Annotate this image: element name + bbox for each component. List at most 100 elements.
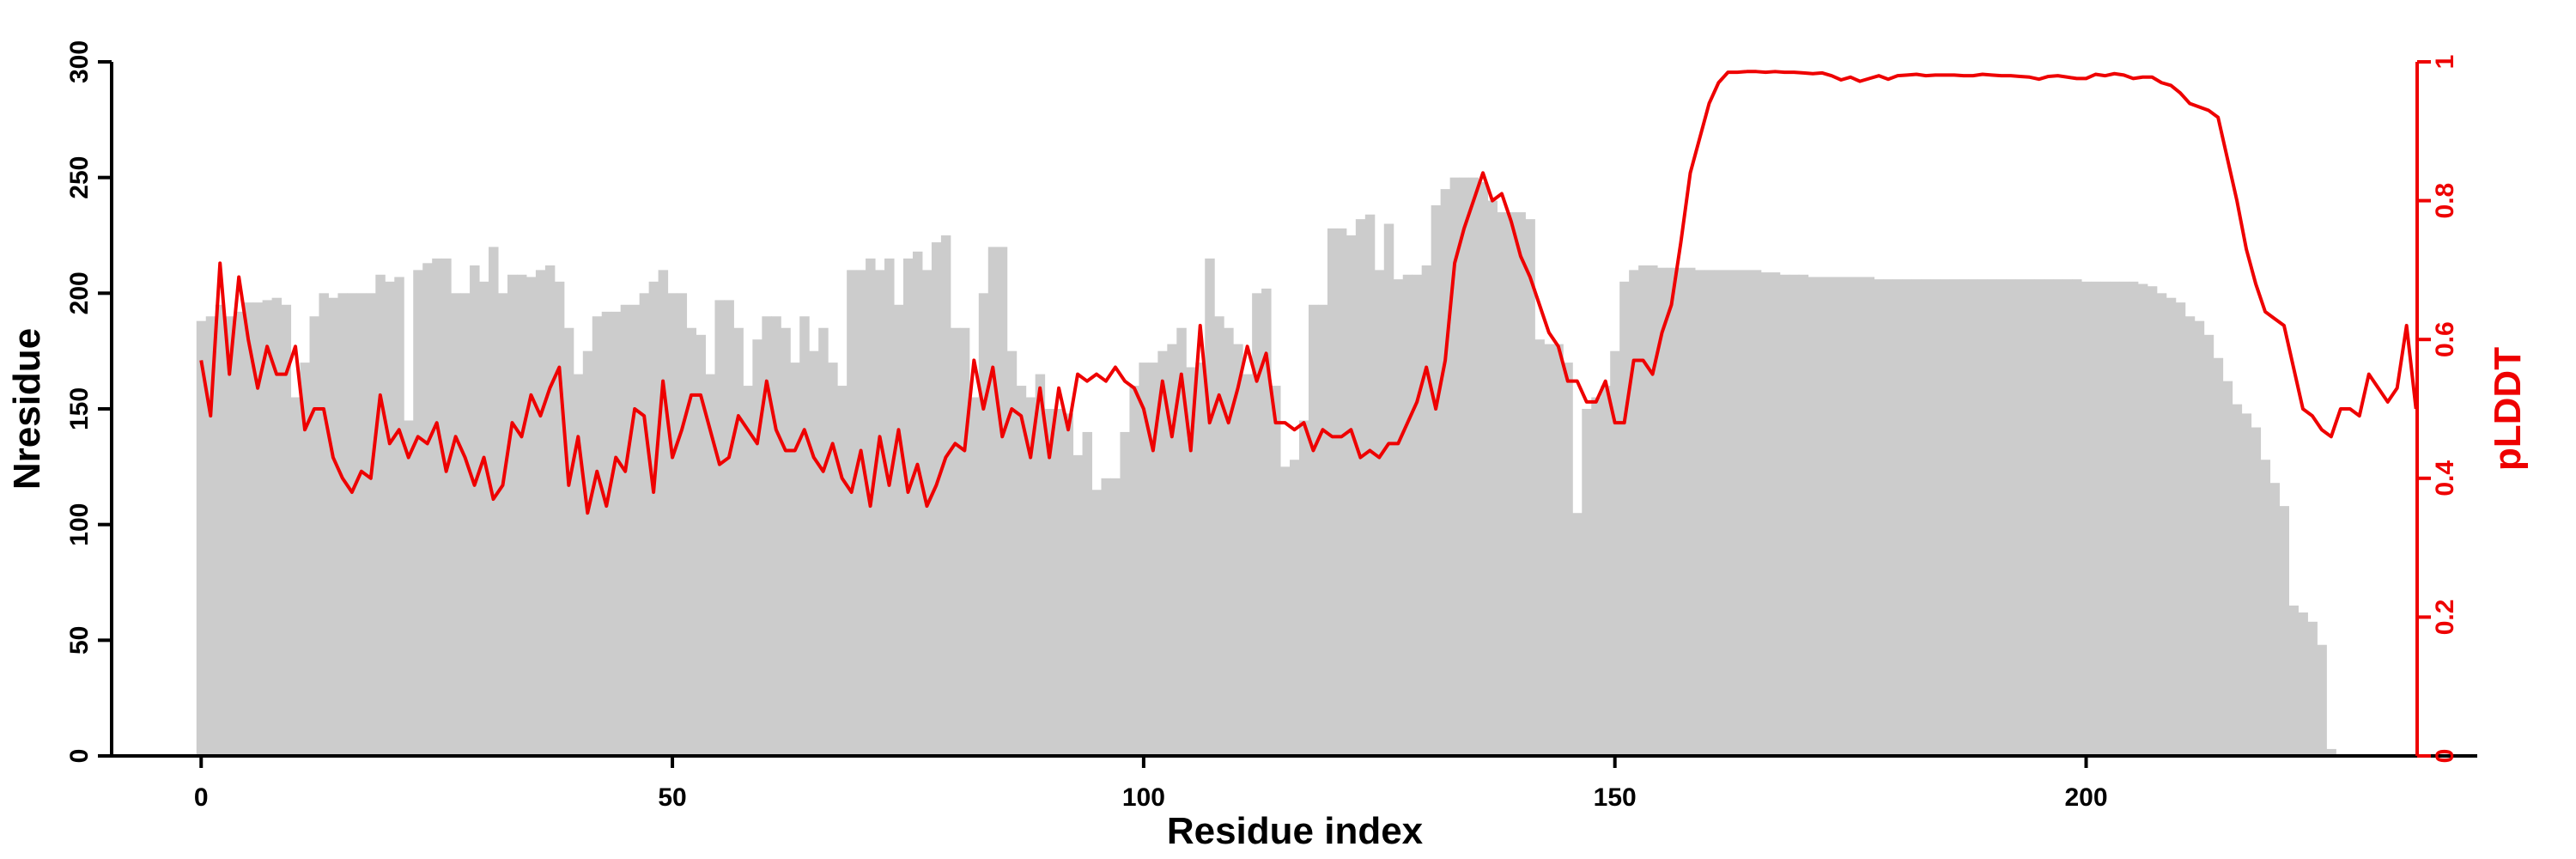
- bar: [1855, 277, 1866, 757]
- bar: [837, 386, 848, 756]
- bar: [912, 251, 923, 757]
- bar: [1978, 279, 1988, 756]
- bar: [1261, 288, 1272, 756]
- bar: [1534, 339, 1545, 756]
- bar: [1242, 374, 1253, 756]
- x-tick-label: 150: [1594, 783, 1637, 812]
- bar: [451, 293, 461, 757]
- bar: [262, 300, 273, 756]
- bar: [2137, 283, 2148, 756]
- bars-layer: [196, 177, 2336, 757]
- bar: [2072, 279, 2082, 756]
- bar: [1120, 431, 1130, 756]
- bar: [875, 270, 885, 756]
- bar: [1506, 212, 1516, 756]
- bar: [1214, 316, 1224, 756]
- bar: [818, 327, 829, 756]
- y2-tick-label: 1: [2431, 55, 2459, 70]
- bar: [894, 304, 904, 756]
- bar: [847, 270, 857, 756]
- bar: [1186, 367, 1196, 756]
- bar: [997, 247, 1008, 757]
- bar: [1525, 219, 1535, 756]
- bar: [1431, 204, 1442, 757]
- bar: [1176, 327, 1187, 756]
- bar: [1157, 350, 1168, 756]
- bar: [1949, 279, 1959, 756]
- bar: [1063, 413, 1074, 756]
- bar: [498, 293, 508, 757]
- bar: [1195, 362, 1206, 756]
- y2-tick-label: 0: [2431, 749, 2459, 764]
- bar: [1610, 350, 1620, 756]
- bar: [1553, 344, 1564, 756]
- bar: [1327, 228, 1338, 756]
- bar: [1694, 270, 1705, 756]
- bar: [1205, 258, 1215, 756]
- bar: [215, 304, 226, 756]
- x-tick-label: 200: [2064, 783, 2107, 812]
- bar: [2194, 320, 2205, 756]
- bar: [648, 281, 659, 756]
- bar: [535, 270, 546, 756]
- bar: [385, 281, 395, 756]
- bar: [2260, 460, 2271, 756]
- bar: [969, 397, 980, 756]
- bar: [1346, 235, 1357, 756]
- bar: [1082, 431, 1093, 756]
- bar: [2222, 381, 2233, 756]
- bar: [234, 311, 245, 756]
- bar: [1544, 344, 1554, 756]
- x-tick-label: 50: [658, 783, 686, 812]
- bar: [790, 362, 800, 756]
- bar: [1091, 490, 1102, 756]
- bar: [2128, 281, 2139, 756]
- bar: [470, 265, 480, 756]
- bar: [1713, 270, 1724, 756]
- bar: [328, 297, 338, 757]
- bar: [987, 247, 999, 757]
- bar: [1355, 219, 1366, 756]
- bar: [2053, 279, 2063, 756]
- bar: [1968, 279, 1978, 756]
- bar: [705, 374, 715, 756]
- y2-tick-label: 0.4: [2431, 460, 2459, 497]
- bar: [1629, 270, 1639, 756]
- ticks-layer: 0 50 100 150 200 0 50 100 150 200 250 300 0 0.2 0.4 0.6…: [65, 40, 2459, 812]
- bar: [2241, 413, 2252, 756]
- bar: [1336, 228, 1347, 756]
- bar: [639, 293, 650, 757]
- bar: [1383, 223, 1394, 756]
- bar: [2090, 281, 2101, 756]
- bar: [479, 281, 489, 756]
- bar: [441, 258, 452, 756]
- bar: [1572, 513, 1583, 756]
- bar: [1280, 466, 1291, 756]
- bar: [300, 362, 310, 756]
- bar: [563, 327, 574, 756]
- bar: [686, 327, 697, 756]
- bar: [1902, 279, 1912, 756]
- bar: [1996, 279, 2007, 756]
- plddt-line: [199, 70, 2418, 515]
- bar: [290, 397, 301, 756]
- bar: [1233, 344, 1243, 756]
- bar: [1252, 293, 1262, 757]
- bar: [1789, 274, 1800, 756]
- bar: [1487, 200, 1498, 757]
- bar: [1054, 409, 1065, 756]
- bar: [1864, 277, 1875, 757]
- bar: [2099, 281, 2111, 756]
- y-tick-label: 150: [65, 387, 94, 430]
- bar: [1798, 274, 1809, 756]
- bar: [1393, 279, 1404, 756]
- bar: [1883, 279, 1893, 756]
- bar: [1911, 279, 1922, 756]
- bar: [422, 263, 433, 756]
- bar: [1770, 272, 1781, 757]
- bar: [978, 293, 989, 757]
- bar: [489, 247, 499, 757]
- bar: [1006, 350, 1018, 756]
- bar: [677, 293, 688, 757]
- bar: [1516, 212, 1526, 756]
